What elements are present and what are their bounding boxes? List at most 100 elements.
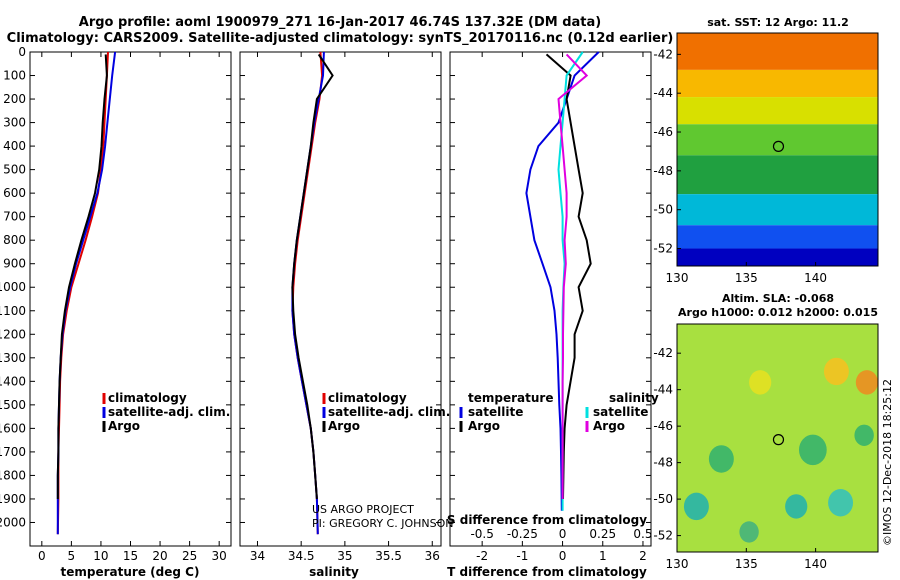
legend-label: satellite (468, 405, 523, 419)
x-tick-label: 35 (337, 549, 352, 563)
legend-label: Argo (468, 419, 500, 433)
depth-tick-label: 1000 (0, 280, 26, 294)
map-x-tick-label: 135 (735, 271, 758, 285)
depth-tick-label: 900 (3, 257, 26, 271)
series-line-argo (545, 53, 592, 500)
depth-tick-label: 1600 (0, 421, 26, 435)
map-y-tick-label: -52 (653, 242, 673, 256)
x-tick-label: 15 (123, 549, 138, 563)
sst-band (677, 97, 878, 125)
series-line-argo (291, 53, 334, 500)
x-tick-label: 36 (425, 549, 440, 563)
salinity-diff-tick-label: -0.5 (470, 527, 493, 541)
sla-background (677, 324, 878, 552)
series-line-argo (56, 54, 108, 499)
map-y-tick-label: -42 (653, 346, 673, 360)
depth-tick-label: 800 (3, 233, 26, 247)
map-x-tick-label: 140 (804, 557, 827, 571)
map-y-tick-label: -48 (653, 456, 673, 470)
temperature-x-label: temperature (deg C) (61, 565, 200, 579)
legend-label: Argo (108, 419, 140, 433)
argo-float-marker (772, 434, 785, 446)
depth-tick-label: 400 (3, 139, 26, 153)
map-y-tick-label: -50 (653, 203, 673, 217)
map-y-tick-label: -46 (653, 419, 673, 433)
figure-title-line1: Argo profile: aoml 1900979_271 16-Jan-20… (79, 15, 601, 30)
map-y-tick-label: -42 (653, 47, 673, 61)
legend-label: climatology (328, 391, 407, 405)
temperature-plot-frame (29, 51, 232, 547)
sla-anomaly-blob (823, 357, 849, 386)
difference-plot-frame (449, 51, 652, 547)
sla-anomaly-blob (855, 370, 878, 395)
salinity-panel: salinity 34 34.5 35 35.5 36 (239, 51, 442, 579)
depth-tick-label: 1700 (0, 445, 26, 459)
map-frame (676, 32, 879, 267)
depth-tick-label: 2000 (0, 515, 26, 529)
map-x-tick-label: 135 (735, 557, 758, 571)
map-frame (676, 323, 879, 553)
sst-map-panel: sat. SST: 12 Argo: 11.2 -42 -44 -46 -48 -50 -… (653, 16, 879, 285)
map-x-tick-label: 130 (666, 557, 689, 571)
legend-heading-temperature: temperature (468, 391, 553, 405)
salinity-plot-frame (239, 51, 442, 547)
figure-title-line2: Climatology: CARS2009. Satellite-adjuste… (7, 31, 674, 46)
x-tick-label: 30 (212, 549, 227, 563)
x-tick-label: 1 (599, 549, 607, 563)
depth-tick-label: 700 (3, 210, 26, 224)
x-tick-label: 25 (182, 549, 197, 563)
sla-anomaly-blob (739, 521, 759, 543)
x-tick-label: 35.5 (375, 549, 402, 563)
depth-tick-label: 300 (3, 116, 26, 130)
sla-map-panel: Altim. SLA: -0.068 Argo h1000: 0.012 h20… (653, 292, 879, 571)
depth-tick-label: 200 (3, 92, 26, 106)
salinity-diff-tick-label: 0.5 (633, 527, 652, 541)
salinity-diff-tick-label: 0.25 (589, 527, 616, 541)
series-line-satellite-adj-clim- (291, 51, 325, 535)
sst-map-title: sat. SST: 12 Argo: 11.2 (707, 16, 849, 29)
map-field (677, 324, 878, 552)
map-y-tick-label: -52 (653, 529, 673, 543)
depth-tick-label: 1400 (0, 374, 26, 388)
sla-anomaly-blob (708, 445, 734, 473)
x-tick-label: 5 (68, 549, 76, 563)
legend-label: Argo (593, 419, 625, 433)
credit-line2: PI: GREGORY C. JOHNSON (312, 517, 453, 530)
sst-band (677, 248, 878, 266)
map-y-tick-label: -44 (653, 86, 673, 100)
map-y-tick-label: -50 (653, 492, 673, 506)
sla-anomaly-blob (683, 492, 709, 521)
sla-map-title: Altim. SLA: -0.068 (722, 292, 834, 305)
x-tick-label: 34.5 (288, 549, 315, 563)
x-tick-label: -2 (476, 549, 488, 563)
legend-label: satellite (593, 405, 648, 419)
sst-band (677, 33, 878, 70)
temperature-panel: temperature (deg C) 0 5 10 15 20 25 30 (29, 51, 232, 579)
sst-band (677, 69, 878, 98)
credit-line1: US ARGO PROJECT (312, 503, 414, 516)
argo-float-marker (772, 140, 785, 152)
sla-map-subtitle: Argo h1000: 0.012 h2000: 0.015 (678, 306, 878, 319)
difference-x-label: T difference from climatology (447, 565, 647, 579)
series-line-satellite (525, 51, 600, 511)
depth-tick-label: 500 (3, 163, 26, 177)
difference-panel: T difference from climatology S differen… (447, 51, 652, 579)
sst-band (677, 225, 878, 249)
x-tick-label: 34 (250, 549, 265, 563)
depth-tick-label: 600 (3, 186, 26, 200)
depth-tick-label: 100 (3, 69, 26, 83)
depth-tick-label: 1200 (0, 327, 26, 341)
map-y-tick-label: -44 (653, 383, 673, 397)
x-tick-label: 0 (38, 549, 46, 563)
map-x-tick-label: 140 (804, 271, 827, 285)
series-line-argo (557, 53, 589, 499)
map-x-tick-label: 130 (666, 271, 689, 285)
series-line-climatology (291, 51, 324, 535)
sst-band (677, 194, 878, 226)
x-tick-label: -1 (516, 549, 528, 563)
sla-anomaly-blob (749, 370, 772, 395)
legend-label: satellite-adj. clim. (108, 405, 230, 419)
map-field (677, 33, 878, 266)
series-line-climatology (56, 51, 109, 535)
